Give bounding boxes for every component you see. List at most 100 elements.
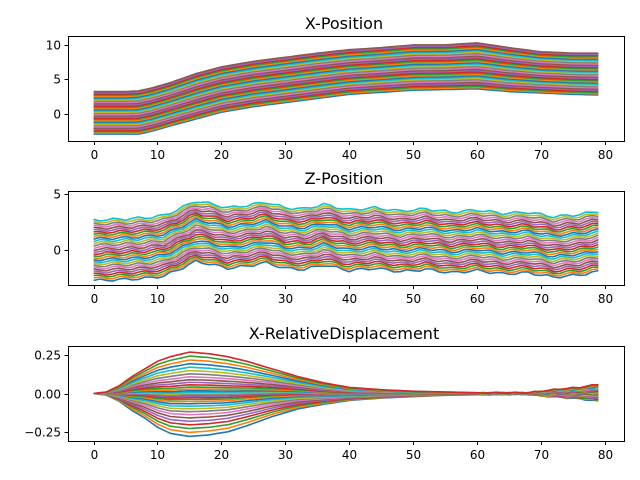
series-line bbox=[93, 219, 599, 243]
series-line bbox=[93, 51, 599, 101]
series-line bbox=[93, 244, 599, 266]
series-group bbox=[93, 201, 599, 282]
series-line bbox=[93, 86, 599, 134]
x-tick-label: 80 bbox=[598, 148, 613, 162]
series-line bbox=[93, 250, 599, 272]
subplot-title: X-RelativeDisplacement bbox=[249, 324, 439, 343]
series-line bbox=[93, 53, 599, 104]
series-line bbox=[93, 61, 599, 111]
series-line bbox=[93, 78, 599, 127]
subplot-title: X-Position bbox=[305, 14, 383, 33]
series-line bbox=[93, 255, 599, 278]
series-line bbox=[93, 213, 599, 236]
x-tick-label: 0 bbox=[91, 292, 99, 306]
series-line bbox=[93, 67, 599, 116]
x-tick-label: 10 bbox=[150, 292, 165, 306]
x-tick-label: 50 bbox=[406, 292, 421, 306]
series-line bbox=[93, 69, 599, 118]
y-tick-label: 0.00 bbox=[34, 388, 61, 402]
series-line bbox=[93, 52, 599, 103]
series-line bbox=[93, 82, 599, 131]
series-line bbox=[93, 226, 599, 250]
series-line bbox=[93, 249, 599, 270]
series-line bbox=[93, 73, 599, 122]
axes: 0 10 20 30 40 50 60 70 80 −0.25 0.00 0.25 bbox=[24, 346, 625, 462]
x-tick-label: 70 bbox=[534, 148, 549, 162]
series-line bbox=[93, 60, 599, 110]
subplot-x-relative-displacement: X-RelativeDisplacement 0 10 20 30 40 50 60 70 80… bbox=[24, 324, 625, 462]
series-line bbox=[93, 208, 599, 231]
plot-frame bbox=[68, 191, 625, 286]
x-tick-label: 70 bbox=[534, 292, 549, 306]
series-line bbox=[93, 233, 599, 256]
series-line bbox=[93, 212, 599, 234]
x-tick-label: 60 bbox=[470, 448, 485, 462]
x-tick-label: 10 bbox=[150, 448, 165, 462]
series-line bbox=[93, 259, 599, 282]
x-tick-label: 30 bbox=[278, 148, 293, 162]
series-line bbox=[93, 257, 599, 280]
y-tick-label: 10 bbox=[46, 39, 61, 53]
series-line bbox=[93, 55, 599, 105]
series-line bbox=[93, 42, 599, 93]
series-line bbox=[93, 84, 599, 132]
series-line bbox=[93, 81, 599, 129]
series-line bbox=[93, 215, 599, 239]
x-tick-label: 0 bbox=[91, 148, 99, 162]
series-group bbox=[93, 351, 599, 438]
y-tick-label: 0.25 bbox=[34, 349, 61, 363]
y-tick-label: −0.25 bbox=[24, 426, 61, 440]
x-tick-label: 60 bbox=[470, 148, 485, 162]
x-tick-label: 80 bbox=[598, 292, 613, 306]
x-tick-label: 0 bbox=[91, 448, 99, 462]
x-tick-label: 20 bbox=[214, 148, 229, 162]
series-line bbox=[93, 231, 599, 254]
series-line bbox=[93, 68, 599, 117]
plot-frame bbox=[68, 36, 625, 142]
series-line bbox=[93, 76, 599, 124]
subplot-x-position: X-Position 0 10 20 30 40 50 60 70 80 0 5 10 bbox=[46, 14, 625, 162]
series-line bbox=[93, 88, 599, 135]
subplot-title: Z-Position bbox=[305, 169, 384, 188]
series-line bbox=[93, 43, 599, 94]
series-line bbox=[93, 80, 599, 128]
series-line bbox=[93, 85, 599, 133]
x-tick-label: 70 bbox=[534, 448, 549, 462]
series-line bbox=[93, 65, 599, 115]
series-line bbox=[93, 252, 599, 274]
series-line bbox=[93, 254, 599, 276]
x-tick-label: 80 bbox=[598, 448, 613, 462]
y-tick-label: 0 bbox=[53, 244, 61, 258]
series-line bbox=[93, 247, 599, 268]
x-tick-label: 40 bbox=[342, 292, 357, 306]
series-line bbox=[93, 205, 599, 226]
series-line bbox=[93, 45, 599, 96]
y-tick-label: 0 bbox=[53, 108, 61, 122]
series-line bbox=[93, 237, 599, 260]
series-line bbox=[93, 77, 599, 126]
series-line bbox=[93, 72, 599, 121]
y-tick-label: 5 bbox=[53, 188, 61, 202]
x-tick-label: 60 bbox=[470, 292, 485, 306]
series-line bbox=[93, 242, 599, 264]
series-line bbox=[93, 47, 599, 98]
x-tick-label: 10 bbox=[150, 148, 165, 162]
x-tick-label: 30 bbox=[278, 448, 293, 462]
series-group bbox=[93, 42, 599, 135]
series-line bbox=[93, 224, 599, 248]
x-tick-label: 50 bbox=[406, 148, 421, 162]
series-line bbox=[93, 203, 599, 224]
series-line bbox=[93, 221, 599, 245]
axes: 0 10 20 30 40 50 60 70 80 0 5 bbox=[53, 188, 625, 306]
x-tick-label: 50 bbox=[406, 448, 421, 462]
series-line bbox=[93, 201, 599, 222]
series-line bbox=[93, 240, 599, 262]
x-tick-label: 20 bbox=[214, 292, 229, 306]
x-tick-label: 30 bbox=[278, 292, 293, 306]
x-tick-label: 20 bbox=[214, 448, 229, 462]
series-line bbox=[93, 71, 599, 120]
series-line bbox=[93, 235, 599, 258]
y-tick-label: 5 bbox=[53, 73, 61, 87]
series-line bbox=[93, 63, 599, 112]
